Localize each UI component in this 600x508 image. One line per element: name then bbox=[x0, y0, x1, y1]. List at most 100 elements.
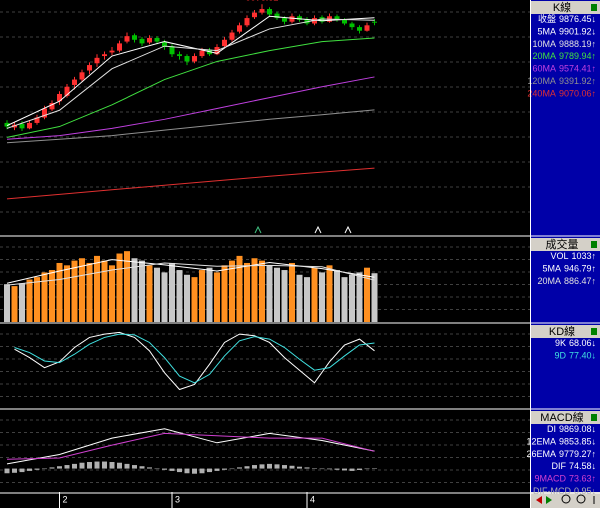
volume-bar bbox=[154, 267, 160, 322]
readout-name: 26EMA bbox=[526, 449, 556, 459]
candle-body bbox=[177, 54, 182, 57]
candle-body bbox=[282, 18, 287, 22]
candle-body bbox=[274, 13, 280, 19]
volume-bar bbox=[206, 267, 213, 322]
signal-marker bbox=[344, 225, 352, 234]
readout: DIF 74.58↓ bbox=[551, 462, 596, 472]
candle-body bbox=[297, 16, 302, 20]
osc-bar bbox=[117, 462, 122, 469]
readout: 12EMA 9853.85↓ bbox=[526, 437, 596, 447]
volume-bar bbox=[311, 267, 318, 322]
indicator-line bbox=[6, 15, 375, 127]
readout-name: 9D bbox=[554, 351, 566, 361]
osc-bar bbox=[94, 461, 100, 469]
volume-bar bbox=[349, 274, 355, 322]
scroll-right[interactable] bbox=[546, 496, 552, 504]
candle-body bbox=[304, 18, 310, 24]
readout: 5MA 9901.92↓ bbox=[537, 27, 596, 37]
osc-bar bbox=[214, 468, 220, 471]
osc-bar bbox=[237, 467, 242, 469]
readout-name: 240MA bbox=[527, 89, 556, 99]
panel-header bbox=[531, 325, 600, 338]
indicator-line bbox=[6, 37, 375, 138]
candle-body bbox=[139, 38, 145, 44]
readout-trend: ↑ bbox=[592, 89, 597, 99]
volume-bar bbox=[86, 262, 93, 322]
high-annotation: 9976.61 bbox=[246, 0, 279, 3]
osc-bar bbox=[267, 463, 272, 469]
readout-name: 60MA bbox=[532, 64, 556, 74]
osc-bar bbox=[42, 468, 47, 470]
volume-bar bbox=[139, 260, 145, 322]
readout-value: 9574.41 bbox=[559, 64, 592, 74]
panel-icon bbox=[591, 414, 597, 421]
toolbar bbox=[531, 492, 600, 508]
candle-body bbox=[49, 103, 55, 110]
osc-bar bbox=[177, 468, 182, 473]
volume-bar bbox=[109, 265, 115, 322]
candle-body bbox=[259, 9, 265, 13]
candle-body bbox=[267, 9, 272, 15]
osc-bar bbox=[319, 468, 325, 470]
osc-bar bbox=[124, 463, 130, 469]
zoom-out[interactable] bbox=[561, 494, 571, 504]
readout-name: 5MA bbox=[542, 264, 561, 274]
osc-bar bbox=[154, 468, 160, 470]
osc-bar bbox=[244, 466, 250, 469]
volume-bar bbox=[11, 286, 18, 322]
volume-bar bbox=[101, 260, 108, 322]
readout-value: 9779.27 bbox=[559, 449, 592, 459]
readout-value: 0.95 bbox=[574, 486, 592, 496]
readout-value: 9070.06 bbox=[559, 89, 592, 99]
volume-bar bbox=[184, 274, 190, 322]
volume-bar bbox=[326, 265, 333, 322]
readout-value: 68.06 bbox=[569, 338, 592, 348]
candle-body bbox=[147, 37, 152, 43]
osc-bar bbox=[102, 461, 107, 469]
readout-value: 9869.08 bbox=[559, 424, 592, 434]
osc-bar bbox=[259, 464, 265, 469]
candle-body bbox=[237, 25, 242, 32]
readout-trend: ↑ bbox=[592, 76, 597, 86]
osc-bar bbox=[327, 468, 332, 470]
volume-bar bbox=[34, 277, 40, 322]
x-tick-label: 4 bbox=[310, 494, 315, 504]
readout-trend: ↑ bbox=[592, 64, 597, 74]
volume-bar bbox=[289, 262, 295, 322]
indicator-line bbox=[6, 428, 375, 465]
readout-value: 73.63 bbox=[569, 474, 592, 484]
readout: 10MA 9888.19↑ bbox=[532, 39, 596, 49]
volume-bar bbox=[221, 265, 228, 322]
scroll-left[interactable] bbox=[536, 496, 542, 504]
readout-trend: ↑ bbox=[592, 52, 597, 62]
toolbar-buttons[interactable] bbox=[536, 494, 595, 504]
readout-value: 9888.19 bbox=[559, 39, 592, 49]
osc-bar bbox=[252, 465, 257, 469]
zoom-in[interactable] bbox=[576, 494, 586, 504]
candle-body bbox=[87, 65, 92, 71]
volume-bar bbox=[251, 258, 258, 322]
candle-body bbox=[192, 56, 197, 62]
readout: VOL 1033↑ bbox=[550, 251, 596, 261]
indicator-line bbox=[14, 331, 375, 391]
readout: 收盤 9876.45↓ bbox=[538, 13, 596, 24]
volume-bar bbox=[176, 270, 183, 322]
candle-body bbox=[357, 27, 362, 31]
readout-value: 9901.92 bbox=[559, 27, 592, 37]
panel-header bbox=[531, 411, 600, 424]
volume-bar bbox=[259, 260, 265, 322]
readout: 26EMA 9779.27↑ bbox=[526, 449, 596, 459]
indicator-line bbox=[6, 76, 375, 140]
osc-bar bbox=[372, 468, 377, 469]
osc-bar bbox=[282, 465, 287, 469]
osc-bar bbox=[162, 468, 167, 470]
candle-body bbox=[169, 46, 175, 55]
readout-trend: ↑ bbox=[592, 449, 597, 459]
volume-bar bbox=[4, 284, 10, 322]
panel-title: K線 bbox=[553, 0, 571, 14]
candle-body bbox=[252, 12, 257, 18]
osc-bar bbox=[289, 465, 295, 469]
readout: 5MA 946.79↑ bbox=[542, 264, 596, 274]
readout-value: 9789.94 bbox=[559, 52, 592, 62]
